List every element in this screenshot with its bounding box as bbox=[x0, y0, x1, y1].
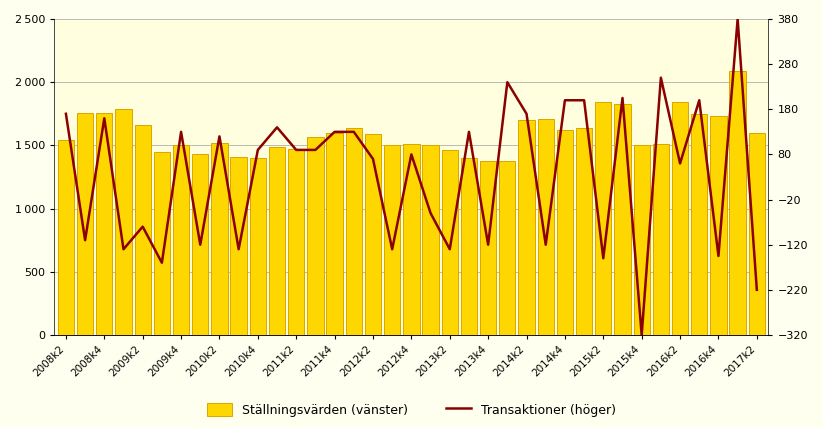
Bar bbox=[365, 134, 381, 335]
Bar bbox=[729, 71, 746, 335]
Bar bbox=[327, 133, 342, 335]
Bar bbox=[192, 154, 208, 335]
Bar bbox=[442, 151, 458, 335]
Bar bbox=[403, 144, 420, 335]
Bar bbox=[249, 158, 266, 335]
Bar bbox=[595, 102, 611, 335]
Bar bbox=[634, 146, 650, 335]
Bar bbox=[422, 146, 439, 335]
Bar bbox=[384, 146, 400, 335]
Bar bbox=[672, 102, 688, 335]
Bar bbox=[749, 133, 765, 335]
Bar bbox=[576, 128, 593, 335]
Bar bbox=[288, 149, 305, 335]
Bar bbox=[518, 120, 535, 335]
Bar bbox=[691, 114, 708, 335]
Bar bbox=[230, 157, 247, 335]
Bar bbox=[77, 113, 93, 335]
Bar bbox=[212, 143, 228, 335]
Bar bbox=[537, 119, 554, 335]
Legend: Ställningsvärden (vänster), Transaktioner (höger): Ställningsvärden (vänster), Transaktione… bbox=[202, 398, 621, 422]
Bar bbox=[653, 144, 669, 335]
Bar bbox=[115, 109, 132, 335]
Bar bbox=[710, 116, 727, 335]
Bar bbox=[346, 128, 362, 335]
Bar bbox=[614, 104, 630, 335]
Bar bbox=[461, 158, 477, 335]
Bar bbox=[500, 160, 515, 335]
Bar bbox=[480, 160, 496, 335]
Bar bbox=[58, 140, 74, 335]
Bar bbox=[154, 152, 170, 335]
Bar bbox=[307, 137, 323, 335]
Bar bbox=[96, 113, 113, 335]
Bar bbox=[556, 130, 573, 335]
Bar bbox=[134, 125, 151, 335]
Bar bbox=[173, 146, 189, 335]
Bar bbox=[269, 147, 286, 335]
